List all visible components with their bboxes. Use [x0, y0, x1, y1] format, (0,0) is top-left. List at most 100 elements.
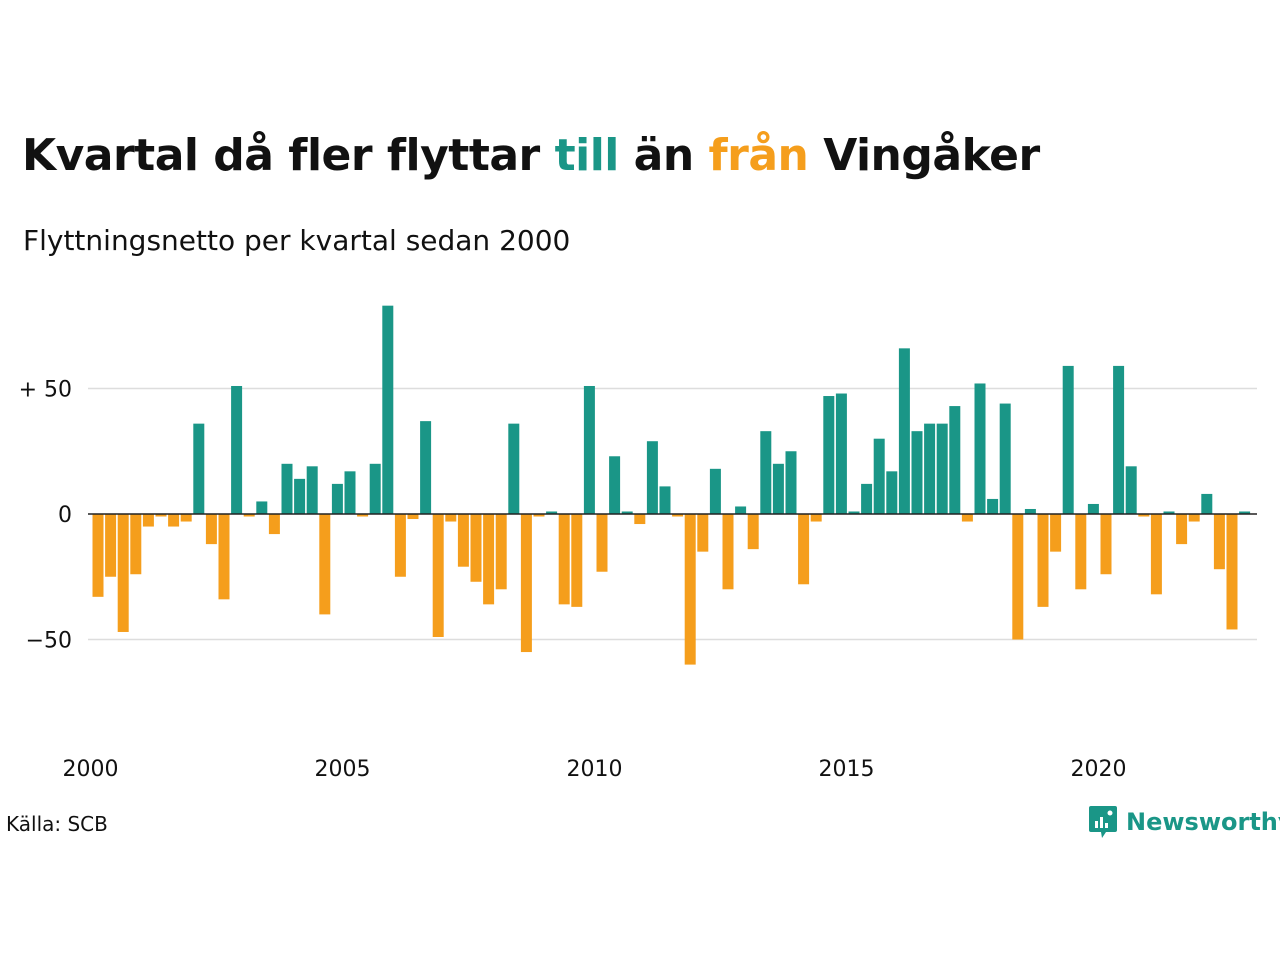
bar — [117, 514, 129, 632]
bar — [898, 348, 910, 514]
newsworthy-icon — [1089, 806, 1117, 838]
bar — [848, 511, 860, 514]
bar — [520, 514, 532, 653]
bar — [218, 514, 230, 600]
bar — [861, 483, 873, 514]
y-tick-label: −50 — [26, 629, 72, 654]
bar — [1050, 514, 1062, 552]
bar — [1075, 514, 1087, 590]
x-tick-label: 2015 — [819, 757, 875, 782]
bar — [231, 385, 243, 514]
bar — [407, 514, 419, 520]
brand-name: Newsworthy — [1126, 808, 1280, 836]
bar — [432, 514, 444, 637]
bar — [1100, 514, 1112, 575]
bar — [810, 514, 822, 522]
bar — [457, 514, 469, 567]
bar — [798, 514, 810, 585]
bar — [709, 468, 721, 514]
bar — [130, 514, 142, 575]
bar — [142, 514, 154, 527]
bar — [873, 438, 885, 514]
bar — [205, 514, 217, 545]
bar — [987, 498, 999, 514]
bar — [886, 471, 898, 514]
title-part-3: Vingåker — [808, 130, 1040, 181]
bar — [1226, 514, 1238, 630]
bar — [180, 514, 192, 522]
bar-chart: + 50 0 −50 2000 2005 2010 2015 2020 — [19, 305, 1257, 782]
bar — [294, 478, 306, 514]
bar — [1113, 365, 1125, 514]
y-tick-label: + 50 — [19, 378, 72, 403]
bar — [1201, 493, 1213, 514]
bar — [483, 514, 495, 605]
bar — [634, 514, 646, 525]
title-part-2: än — [618, 130, 709, 181]
bar — [823, 396, 835, 514]
bar — [1087, 503, 1099, 514]
y-tick-label: 0 — [58, 503, 72, 528]
bar — [92, 514, 104, 597]
bar — [596, 514, 608, 572]
bar — [558, 514, 570, 605]
bar — [1176, 514, 1188, 545]
bar — [785, 451, 797, 514]
bar — [243, 514, 255, 517]
bar — [533, 514, 545, 517]
bar — [394, 514, 406, 577]
bar — [369, 463, 381, 514]
bar — [1239, 511, 1251, 514]
bar — [382, 305, 394, 514]
x-tick-label: 2005 — [315, 757, 371, 782]
bar — [961, 514, 973, 522]
y-axis-labels: + 50 0 −50 — [19, 378, 72, 654]
bar — [1188, 514, 1200, 522]
bar — [659, 486, 671, 514]
bar — [256, 501, 268, 514]
bar — [268, 514, 280, 535]
bar — [344, 471, 356, 514]
bar — [306, 466, 318, 514]
bar — [1024, 508, 1036, 514]
bar — [772, 463, 784, 514]
bar — [1163, 511, 1175, 514]
gridlines — [88, 387, 1257, 641]
bar — [835, 393, 847, 514]
bar — [1138, 514, 1150, 517]
newsworthy-logo: Newsworthy — [1088, 804, 1280, 840]
chart-title: Kvartal då fler flyttar till än från Vin… — [22, 130, 1040, 181]
x-axis-labels: 2000 2005 2010 2015 2020 — [63, 757, 1127, 782]
bar — [420, 421, 432, 514]
bar — [1062, 365, 1074, 514]
bar — [508, 423, 520, 514]
bar — [105, 514, 117, 577]
bar — [583, 385, 595, 514]
bar — [331, 483, 343, 514]
bar — [1037, 514, 1049, 607]
bar — [646, 441, 658, 514]
bar — [470, 514, 482, 582]
bar — [621, 511, 633, 514]
bar — [722, 514, 734, 590]
bar — [999, 403, 1011, 514]
title-negative-word: från — [708, 130, 809, 181]
bar — [1150, 514, 1162, 595]
bar — [1012, 514, 1024, 640]
bar — [936, 423, 948, 514]
bar — [911, 431, 923, 514]
bar — [735, 506, 747, 514]
title-positive-word: till — [554, 130, 620, 181]
bar — [609, 456, 621, 514]
x-tick-label: 2020 — [1071, 757, 1127, 782]
bar — [193, 423, 205, 514]
bars — [88, 305, 1257, 665]
bar — [168, 514, 180, 527]
bar — [319, 514, 331, 615]
bar — [571, 514, 583, 607]
bar — [672, 514, 684, 517]
bar — [1125, 466, 1137, 514]
bar — [445, 514, 457, 522]
bar — [949, 406, 961, 514]
bar — [546, 511, 558, 514]
